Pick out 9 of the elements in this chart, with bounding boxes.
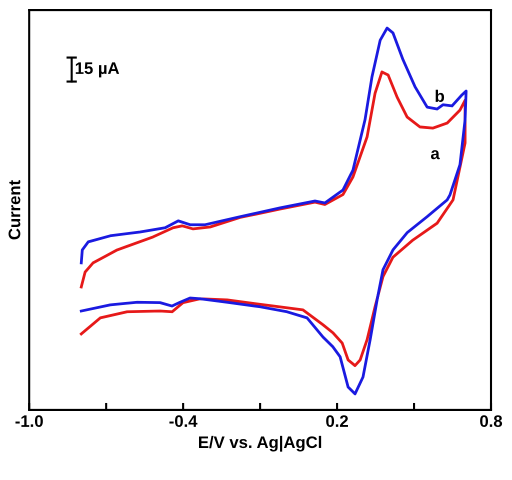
series-label: b: [436, 90, 444, 102]
x-tick-label: 0.2: [326, 415, 348, 428]
x-axis-title: E/V vs. Ag|AgCl: [198, 436, 322, 452]
x-tick-label: -1.0: [15, 415, 43, 428]
y-axis-title: Current: [8, 180, 20, 240]
annotation: 15 µA: [76, 62, 120, 78]
x-tick-label: -0.4: [169, 415, 198, 428]
series-label: a: [430, 150, 440, 160]
x-tick-label: 0.8: [480, 415, 502, 428]
